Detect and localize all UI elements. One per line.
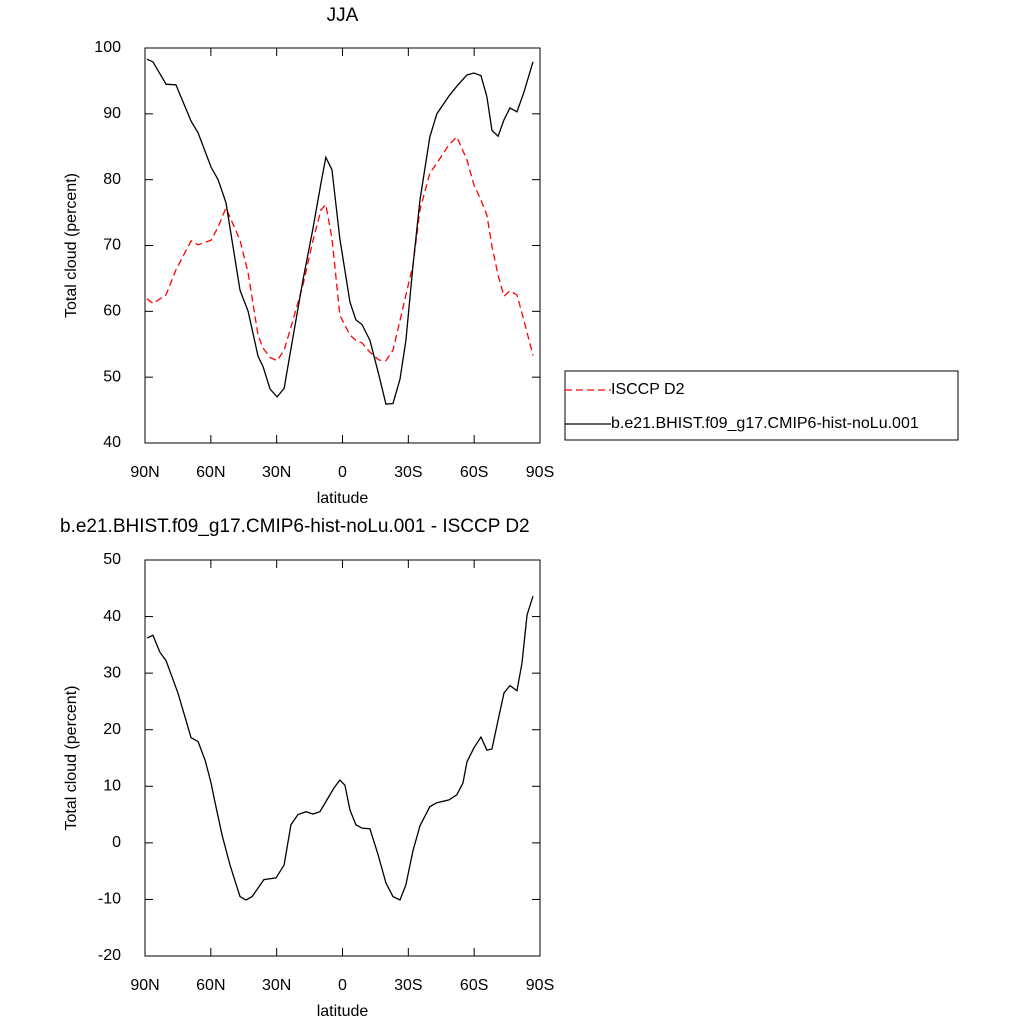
x-axis-label: latitude xyxy=(317,1003,369,1020)
y-tick-label: 40 xyxy=(103,434,121,451)
y-tick-label: 0 xyxy=(112,834,121,851)
x-axis-label: latitude xyxy=(317,490,369,507)
y-tick-label: 70 xyxy=(103,237,121,254)
y-tick-label: 50 xyxy=(103,551,121,568)
y-tick-label: 60 xyxy=(103,303,121,320)
legend-label: ISCCP D2 xyxy=(611,381,685,398)
x-tick-label: 0 xyxy=(338,977,347,994)
y-tick-label: 30 xyxy=(103,664,121,681)
y-tick-label: 80 xyxy=(103,171,121,188)
legend-box xyxy=(564,370,959,441)
y-tick-label: -10 xyxy=(98,891,121,908)
chart-title: JJA xyxy=(327,5,359,26)
y-axis-label: Total cloud (percent) xyxy=(63,173,80,318)
x-tick-label: 30N xyxy=(262,977,291,994)
y-tick-label: 40 xyxy=(103,608,121,625)
y-tick-label: 20 xyxy=(103,721,121,738)
x-tick-label: 90N xyxy=(130,464,159,481)
chart-title: b.e21.BHIST.f09_g17.CMIP6-hist-noLu.001 … xyxy=(60,516,530,537)
x-tick-label: 30N xyxy=(262,464,291,481)
y-axis-label: Total cloud (percent) xyxy=(63,686,80,831)
y-tick-label: 10 xyxy=(103,778,121,795)
data-line xyxy=(146,58,534,405)
x-tick-label: 90N xyxy=(130,977,159,994)
x-tick-label: 30S xyxy=(394,464,422,481)
x-tick-label: 30S xyxy=(394,977,422,994)
x-tick-label: 60N xyxy=(196,464,225,481)
x-tick-label: 90S xyxy=(526,464,554,481)
x-tick-label: 60S xyxy=(460,977,488,994)
data-line xyxy=(146,135,534,362)
y-tick-label: 90 xyxy=(103,105,121,122)
x-tick-label: 60N xyxy=(196,977,225,994)
plot-frame xyxy=(144,47,541,444)
y-tick-label: -20 xyxy=(98,947,121,964)
legend-label: b.e21.BHIST.f09_g17.CMIP6-hist-noLu.001 xyxy=(611,415,919,432)
data-line xyxy=(146,596,534,901)
y-tick-label: 50 xyxy=(103,368,121,385)
x-tick-label: 90S xyxy=(526,977,554,994)
y-tick-label: 100 xyxy=(94,39,121,56)
x-tick-label: 60S xyxy=(460,464,488,481)
x-tick-label: 0 xyxy=(338,464,347,481)
